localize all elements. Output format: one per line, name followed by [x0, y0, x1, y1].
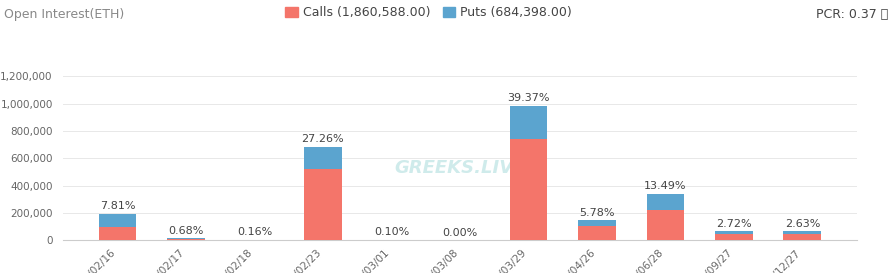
Bar	[98, 227, 137, 240]
Bar	[167, 238, 204, 239]
Text: PCR: 0.37 ⓘ: PCR: 0.37 ⓘ	[816, 8, 889, 21]
Bar	[510, 139, 547, 240]
Bar	[715, 234, 753, 240]
Bar	[578, 226, 615, 240]
Text: 2.63%: 2.63%	[785, 219, 820, 229]
Bar	[715, 231, 753, 234]
Legend: Calls (1,860,588.00), Puts (684,398.00): Calls (1,860,588.00), Puts (684,398.00)	[285, 6, 572, 19]
Bar	[647, 194, 684, 210]
Bar	[510, 106, 547, 139]
Bar	[305, 147, 342, 169]
Bar	[167, 239, 204, 240]
Text: 0.10%: 0.10%	[374, 227, 409, 238]
Text: 39.37%: 39.37%	[507, 93, 549, 103]
Text: 0.68%: 0.68%	[168, 225, 204, 236]
Bar	[783, 234, 822, 240]
Text: 27.26%: 27.26%	[302, 134, 344, 144]
Bar	[783, 232, 822, 234]
Bar	[647, 210, 684, 240]
Text: 0.16%: 0.16%	[237, 227, 272, 237]
Bar	[98, 213, 137, 227]
Text: Open Interest(ETH): Open Interest(ETH)	[4, 8, 125, 21]
Text: 0.00%: 0.00%	[442, 228, 478, 238]
Text: 7.81%: 7.81%	[100, 201, 135, 211]
Text: 13.49%: 13.49%	[644, 181, 687, 191]
Text: 5.78%: 5.78%	[580, 208, 614, 218]
Bar	[578, 221, 615, 226]
Text: GREEKS.LIVE: GREEKS.LIVE	[394, 159, 526, 177]
Text: 2.72%: 2.72%	[716, 218, 752, 229]
Bar	[305, 169, 342, 240]
